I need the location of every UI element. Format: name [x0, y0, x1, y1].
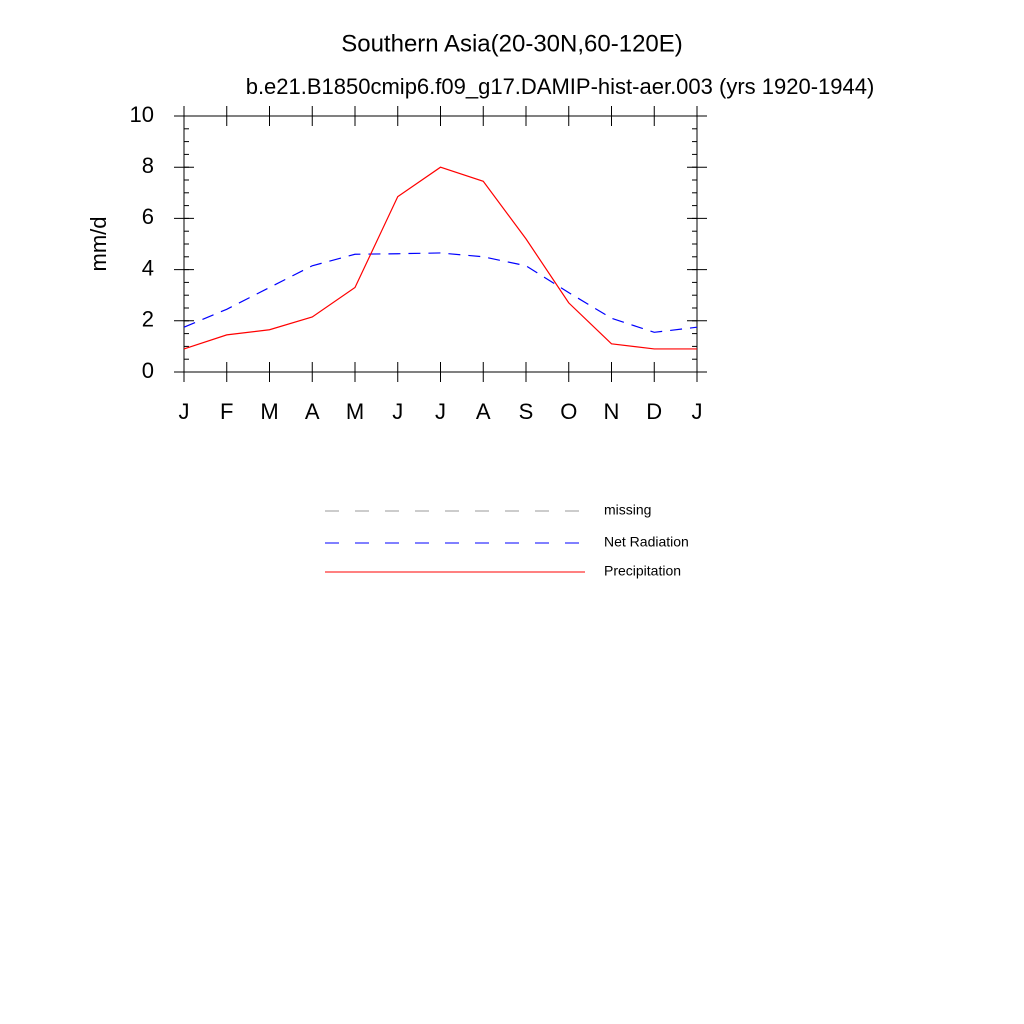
x-tick-label: A: [476, 399, 491, 424]
y-tick-label: 0: [142, 358, 154, 383]
y-tick-label: 2: [142, 307, 154, 332]
data-line: [183, 252, 698, 333]
y-tick-label: 6: [142, 204, 154, 229]
x-tick-label: F: [220, 399, 233, 424]
data-line: [183, 166, 697, 350]
legend-label: Net Radiation: [604, 534, 689, 550]
x-tick-label: N: [604, 399, 620, 424]
x-tick-label: M: [346, 399, 364, 424]
x-tick-label: M: [260, 399, 278, 424]
x-tick-label: A: [305, 399, 320, 424]
x-tick-label: J: [692, 399, 703, 424]
legend-label: Precipitation: [604, 563, 681, 579]
x-tick-label: J: [392, 399, 403, 424]
y-tick-label: 8: [142, 153, 154, 178]
y-tick-label: 4: [142, 255, 154, 280]
y-tick-label: 10: [130, 102, 154, 127]
x-tick-label: J: [435, 399, 446, 424]
plot-frame: [183, 115, 698, 373]
x-tick-label: S: [519, 399, 534, 424]
chart-title: Southern Asia(20-30N,60-120E): [341, 30, 683, 57]
legend-label: missing: [604, 502, 651, 518]
y-axis-label: mm/d: [86, 217, 111, 272]
x-tick-label: J: [179, 399, 190, 424]
x-tick-label: O: [560, 399, 577, 424]
x-tick-label: D: [646, 399, 662, 424]
chart-subtitle: b.e21.B1850cmip6.f09_g17.DAMIP-hist-aer.…: [246, 74, 875, 99]
